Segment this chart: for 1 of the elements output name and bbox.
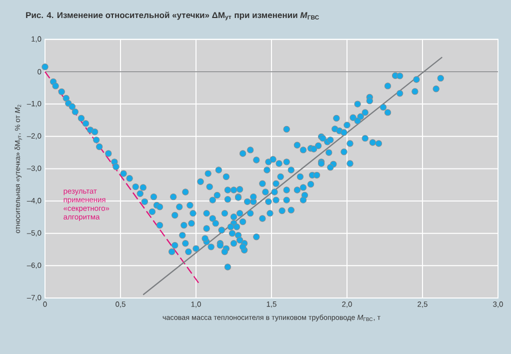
chart-title: Рис. 4. Изменение относительной «утечки» ΔM$_{ут}$ при изменении M$_{ГВС}$ bbox=[26, 12, 319, 20]
